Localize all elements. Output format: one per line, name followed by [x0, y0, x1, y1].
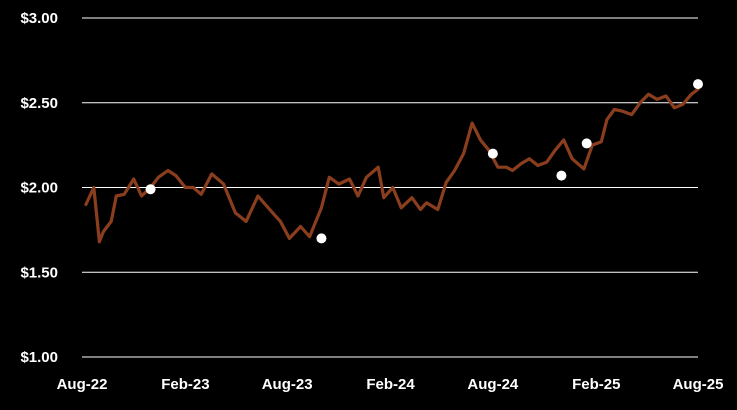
markers-group	[145, 79, 703, 244]
data-marker	[693, 79, 703, 90]
x-tick-label: Aug-25	[673, 376, 724, 393]
data-marker	[145, 184, 156, 195]
y-tick-label: $2.00	[20, 180, 58, 197]
x-tick-label: Feb-23	[161, 376, 209, 393]
y-tick-label: $2.50	[20, 95, 58, 112]
gridlines	[82, 17, 698, 358]
data-marker	[581, 138, 592, 149]
x-tick-label: Aug-22	[57, 376, 108, 393]
y-tick-label: $3.00	[20, 10, 58, 27]
x-tick-label: Feb-24	[366, 376, 415, 393]
series-line	[84, 87, 700, 244]
x-tick-label: Aug-24	[467, 376, 518, 393]
x-axis-tick-labels: Aug-22 Feb-23 Aug-23 Feb-24 Aug-24 Feb-25 Aug-…	[57, 376, 724, 393]
y-tick-label: $1.00	[20, 349, 58, 366]
y-tick-label: $1.50	[20, 264, 58, 281]
x-tick-label: Aug-23	[262, 376, 313, 393]
x-tick-label: Feb-25	[572, 376, 620, 393]
series-group	[84, 87, 700, 244]
data-marker	[556, 170, 567, 181]
data-marker	[316, 233, 327, 244]
data-marker	[487, 148, 498, 159]
y-axis-tick-labels: $1.00 $1.50 $2.00 $2.50 $3.00	[20, 10, 58, 366]
